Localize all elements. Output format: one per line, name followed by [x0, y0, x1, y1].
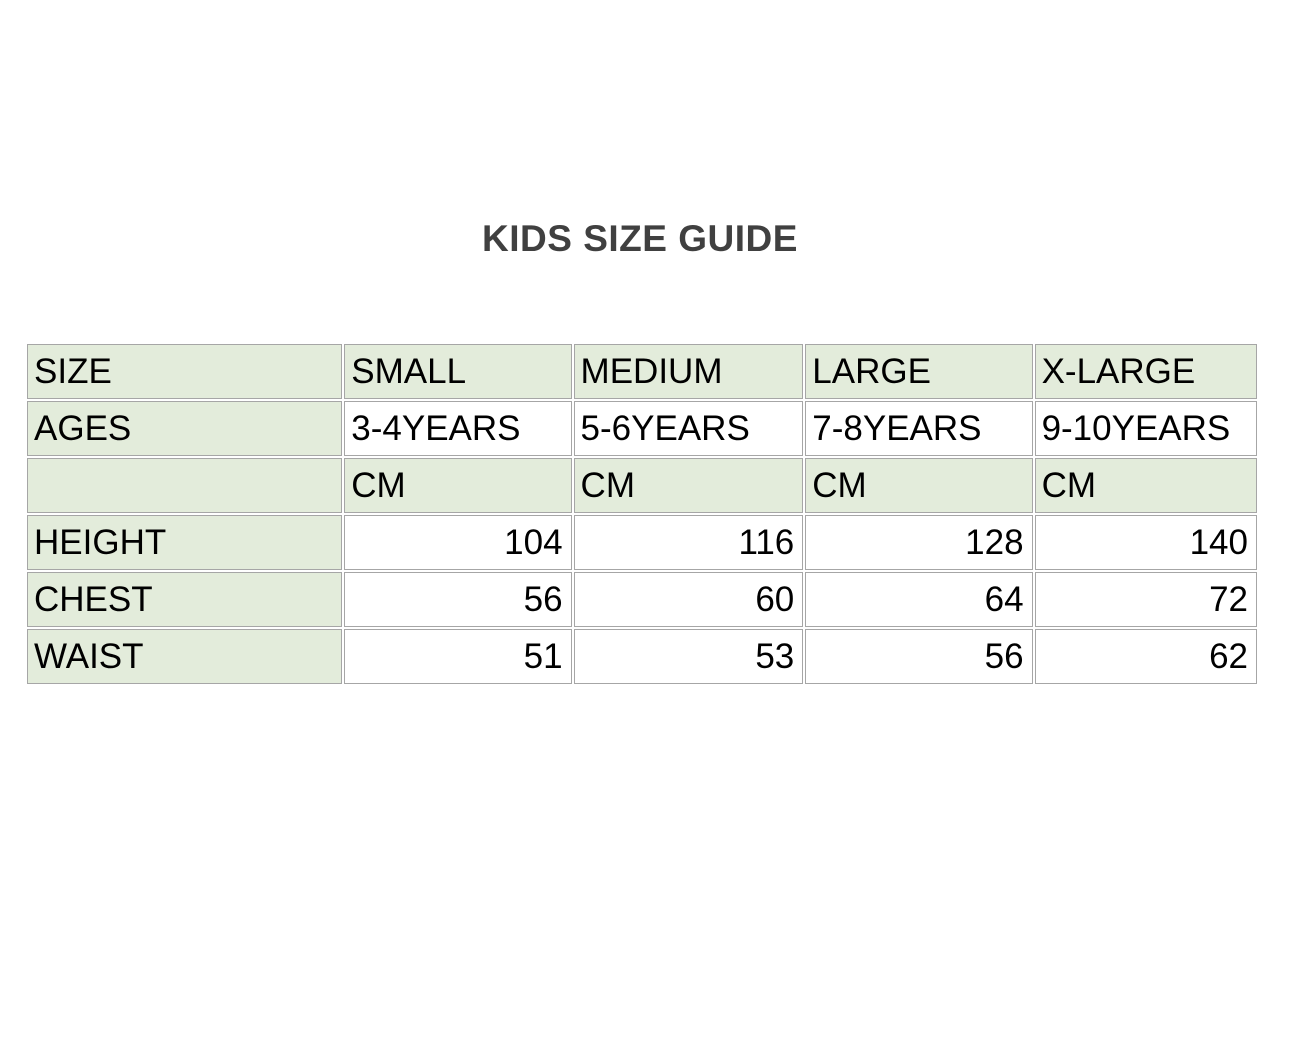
height-label-cell: HEIGHT [27, 515, 343, 570]
size-guide-table: SIZE SMALL MEDIUM LARGE X-LARGE AGES 3-4… [25, 342, 1259, 686]
height-value-xlarge: 140 [1034, 515, 1257, 570]
header-row: SIZE SMALL MEDIUM LARGE X-LARGE [27, 344, 1257, 399]
header-cell-small: SMALL [344, 344, 572, 399]
chest-value-medium: 60 [573, 572, 804, 627]
waist-row: WAIST 51 53 56 62 [27, 629, 1257, 684]
units-cell-medium: CM [573, 458, 804, 513]
ages-label-cell: AGES [27, 401, 343, 456]
chest-label-cell: CHEST [27, 572, 343, 627]
ages-row: AGES 3-4YEARS 5-6YEARS 7-8YEARS 9-10YEAR… [27, 401, 1257, 456]
header-cell-size: SIZE [27, 344, 343, 399]
chest-value-small: 56 [344, 572, 572, 627]
chest-value-large: 64 [805, 572, 1033, 627]
units-row: CM CM CM CM [27, 458, 1257, 513]
waist-label-cell: WAIST [27, 629, 343, 684]
ages-value-medium: 5-6YEARS [573, 401, 804, 456]
header-cell-medium: MEDIUM [573, 344, 804, 399]
waist-value-xlarge: 62 [1034, 629, 1257, 684]
units-cell-xlarge: CM [1034, 458, 1257, 513]
header-cell-xlarge: X-LARGE [1034, 344, 1257, 399]
height-row: HEIGHT 104 116 128 140 [27, 515, 1257, 570]
ages-value-xlarge: 9-10YEARS [1034, 401, 1257, 456]
units-cell-small: CM [344, 458, 572, 513]
height-value-small: 104 [344, 515, 572, 570]
height-value-medium: 116 [573, 515, 804, 570]
units-cell-large: CM [805, 458, 1033, 513]
waist-value-small: 51 [344, 629, 572, 684]
ages-value-large: 7-8YEARS [805, 401, 1033, 456]
waist-value-large: 56 [805, 629, 1033, 684]
units-label-cell [27, 458, 343, 513]
page-title: KIDS SIZE GUIDE [482, 218, 798, 259]
height-value-large: 128 [805, 515, 1033, 570]
chest-row: CHEST 56 60 64 72 [27, 572, 1257, 627]
waist-value-medium: 53 [573, 629, 804, 684]
header-cell-large: LARGE [805, 344, 1033, 399]
chest-value-xlarge: 72 [1034, 572, 1257, 627]
ages-value-small: 3-4YEARS [344, 401, 572, 456]
